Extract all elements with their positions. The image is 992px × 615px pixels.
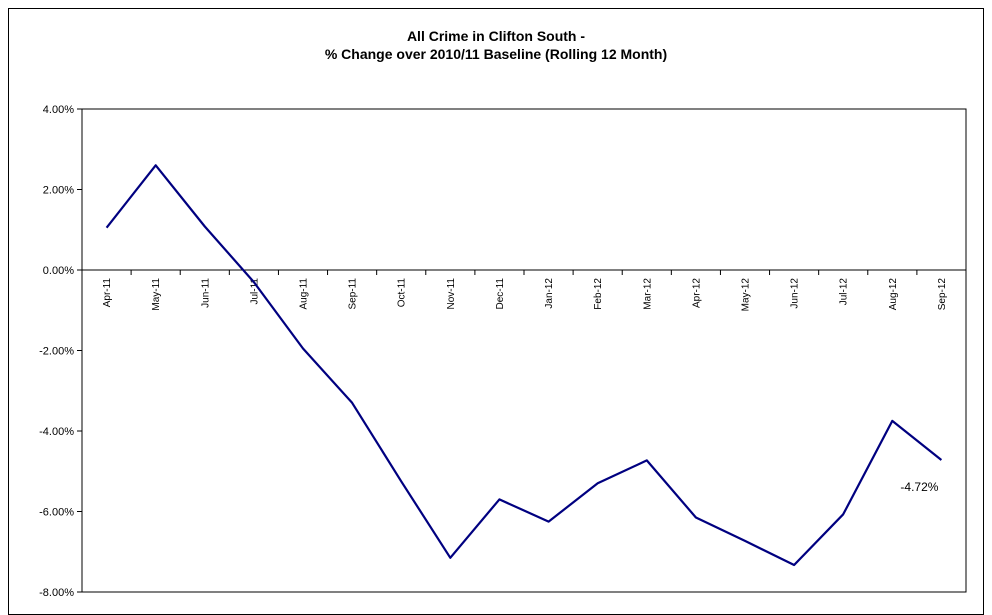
y-tick-label: -4.00% [39,426,74,438]
x-tick-label: Jul-12 [839,278,850,306]
x-tick-label: Sep-12 [937,278,948,311]
chart-title-line-2: % Change over 2010/11 Baseline (Rolling … [324,46,668,62]
y-tick-label: 4.00% [43,104,74,116]
x-tick-label: Dec-11 [495,278,506,310]
x-tick-label: May-11 [151,278,162,311]
plot-area-border [81,108,967,593]
x-tick-label: Sep-11 [348,278,359,310]
chart-title: All Crime in Clifton South - % Change ov… [0,27,992,63]
y-tick-label: 0.00% [43,265,74,277]
x-tick-label: Jun-11 [200,278,211,308]
y-tick-label: -2.00% [39,346,74,358]
x-tick-label: Feb-12 [593,278,604,310]
series-line [105,164,943,567]
x-tick-label: Aug-11 [299,278,310,310]
y-tick-label: -8.00% [39,587,74,599]
y-tick-label: 2.00% [43,185,74,197]
x-tick-label: Oct-11 [397,278,408,308]
data-label: -4.72% [900,480,938,494]
x-tick-label: Jul-11 [249,278,260,305]
x-tick-label: Jan-12 [544,278,555,309]
chart-title-line-1: All Crime in Clifton South - [406,28,586,44]
x-tick-label: May-12 [741,278,752,312]
x-tick-label: Mar-12 [642,278,653,310]
x-tick-label: Nov-11 [446,278,457,310]
x-tick-label: Aug-12 [888,278,899,311]
x-tick-label: Jun-12 [790,278,801,309]
x-tick-label: Apr-12 [691,278,702,308]
y-tick-label: -6.00% [39,507,74,519]
x-tick-label: Apr-11 [102,278,113,308]
